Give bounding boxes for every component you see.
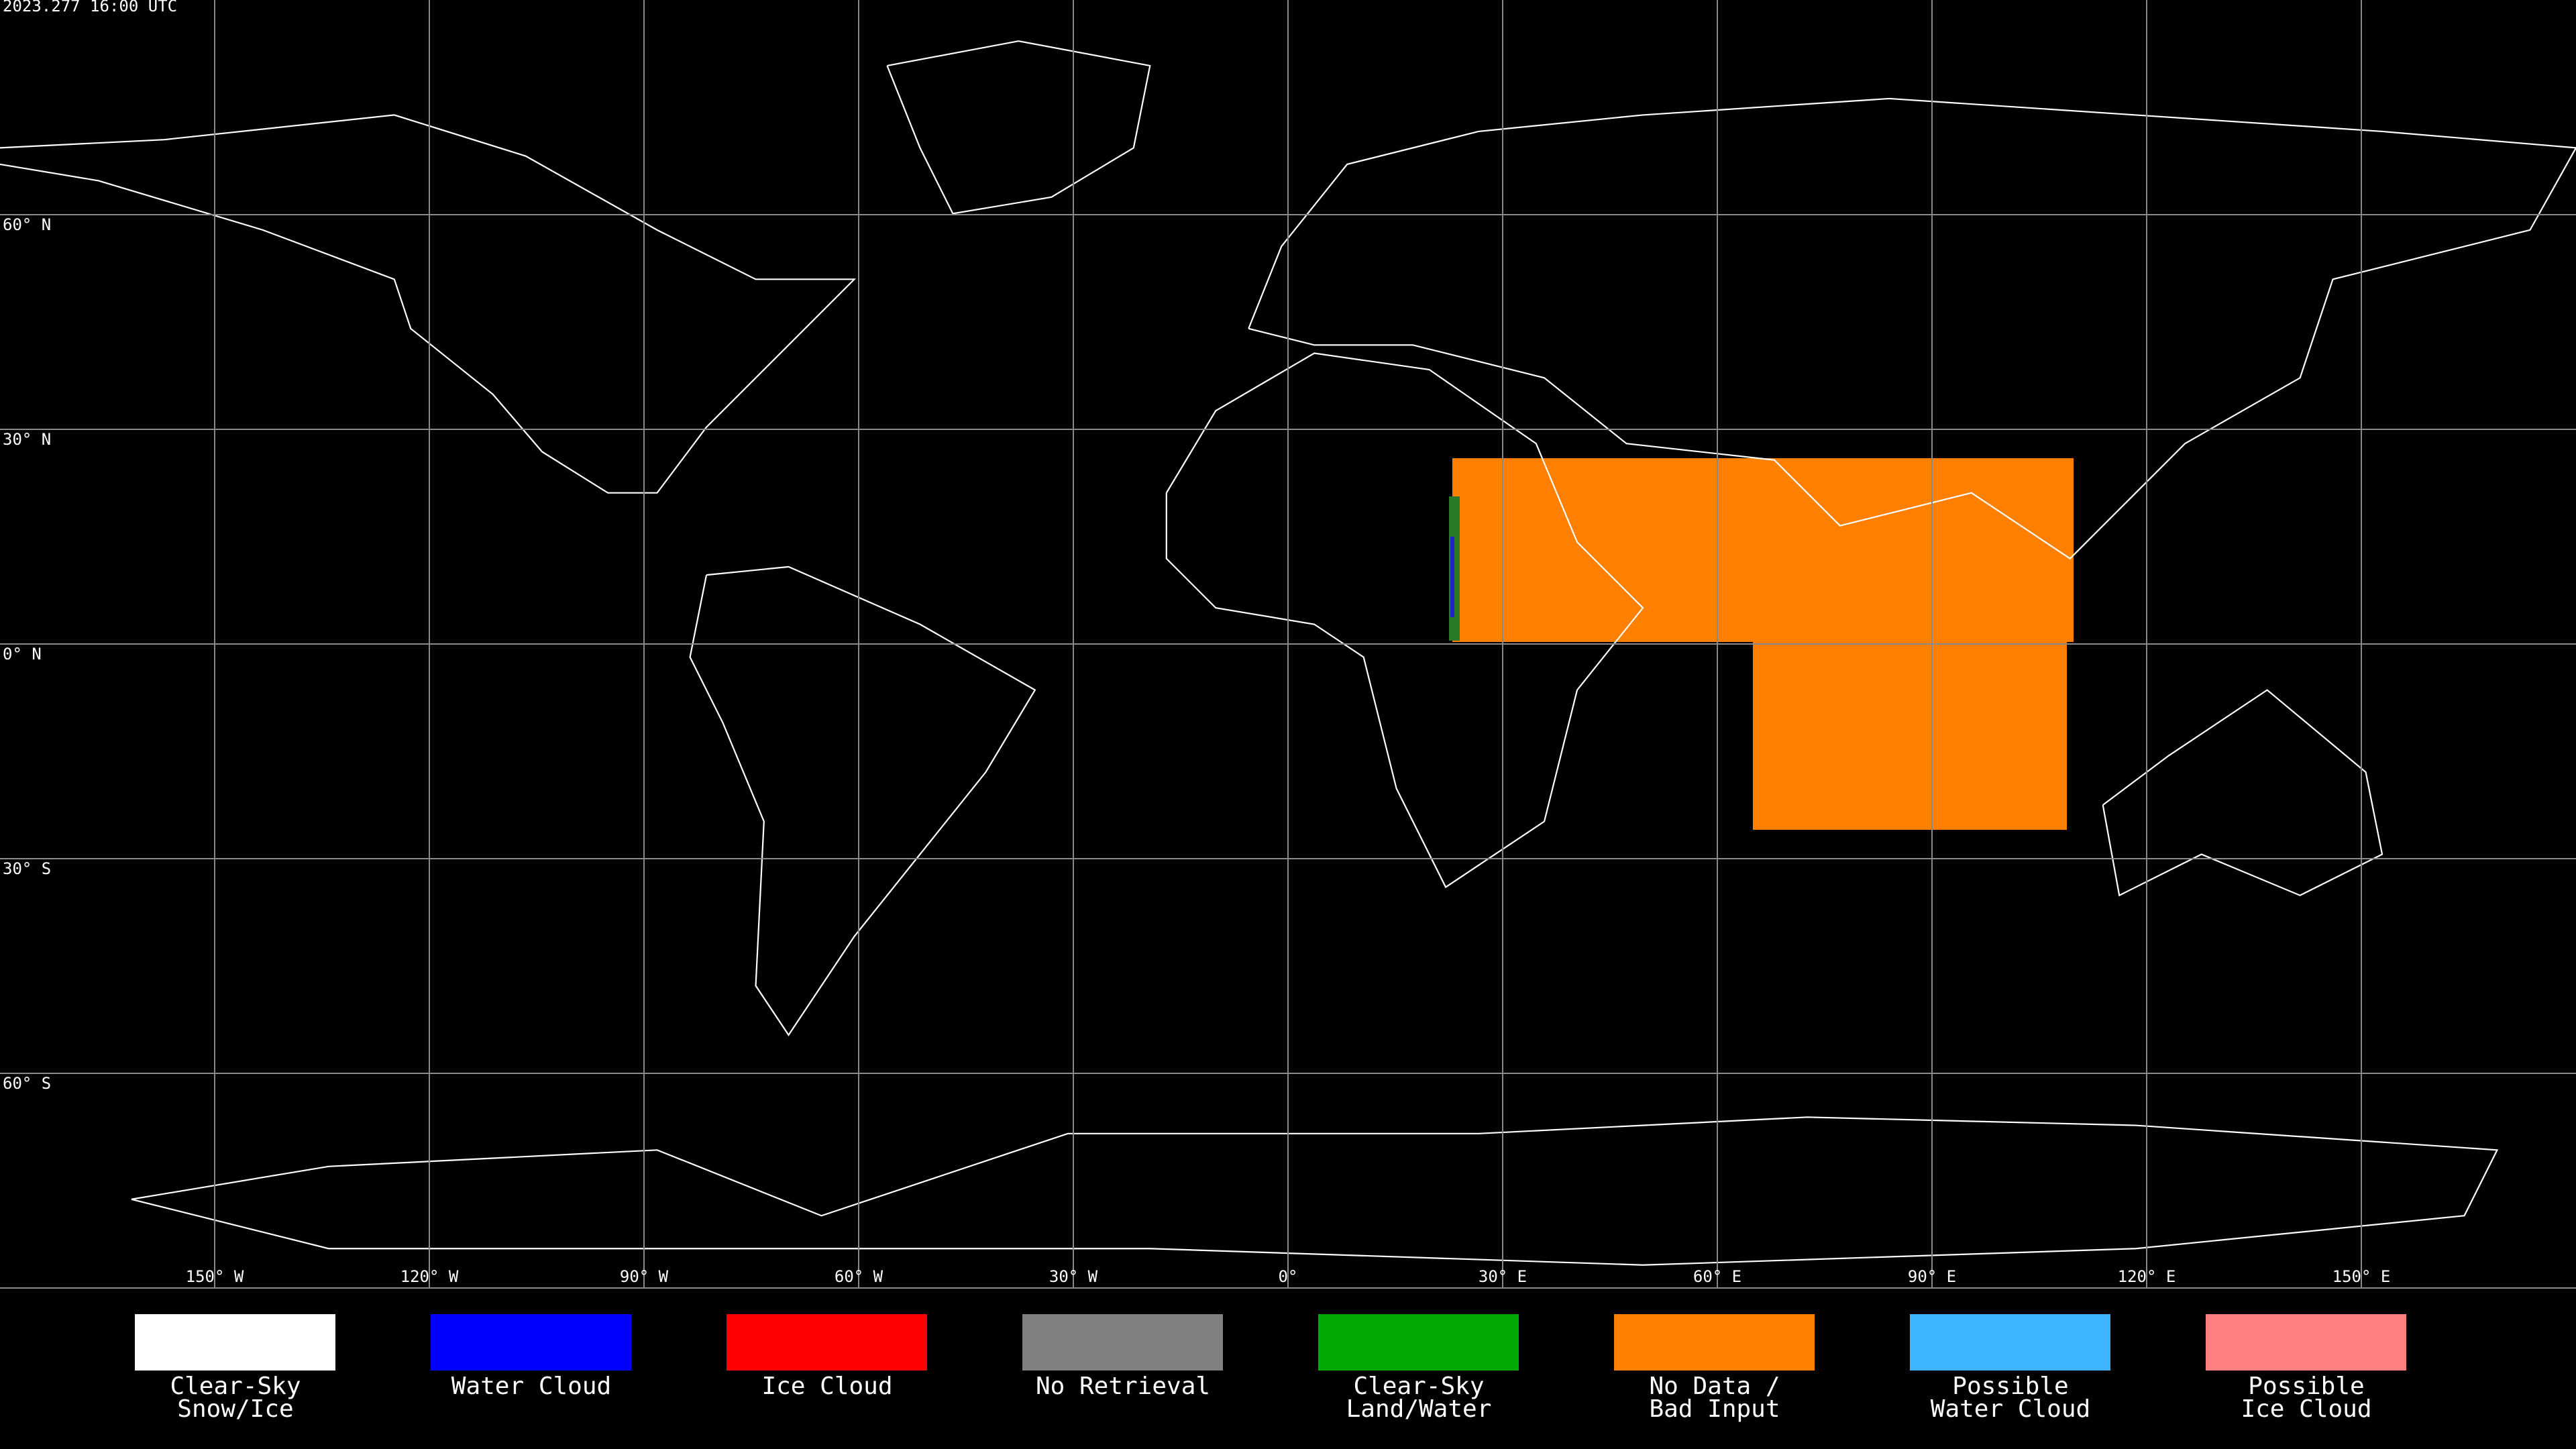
lon-label: 150° W <box>186 1267 244 1286</box>
legend-label: No Retrieval <box>1036 1373 1210 1400</box>
lat-label: 30° N <box>3 430 51 449</box>
lon-label: 150° E <box>2332 1267 2391 1286</box>
lat-label: 30° S <box>3 859 51 878</box>
lon-label: 120° E <box>2118 1267 2176 1286</box>
legend-swatch <box>1318 1314 1519 1371</box>
lon-label: 60° W <box>835 1267 883 1286</box>
legend-label: Ice Cloud <box>761 1373 892 1400</box>
legend-label: No Data / <box>1649 1373 1780 1400</box>
legend-label: Land/Water <box>1346 1395 1492 1423</box>
lon-label: 0° <box>1279 1267 1298 1286</box>
legend-swatch <box>1614 1314 1815 1371</box>
lon-label: 30° E <box>1479 1267 1527 1286</box>
graticule: 150° W 120° W 90° W 60° W 30° W 0° 30° E 60° E 9… <box>0 0 2576 1289</box>
legend-label: Clear-Sky <box>1353 1373 1484 1400</box>
legend-swatch <box>135 1314 335 1371</box>
lon-label: 120° W <box>400 1267 459 1286</box>
legend-label: Water Cloud <box>1931 1395 2090 1423</box>
lat-label: 0° N <box>3 645 42 663</box>
legend-label: Ice Cloud <box>2241 1395 2371 1423</box>
legend-swatch <box>2206 1314 2406 1371</box>
legend-label: Snow/Ice <box>177 1395 293 1423</box>
legend-label: Possible <box>1952 1373 2068 1400</box>
lon-label: 30° W <box>1049 1267 1098 1286</box>
lon-label: 90° W <box>620 1267 669 1286</box>
legend-label: Clear-Sky <box>170 1373 301 1400</box>
lon-label: 60° E <box>1693 1267 1741 1286</box>
legend-label: Water Cloud <box>451 1373 611 1400</box>
lat-label: 60° S <box>3 1074 51 1093</box>
legend-label: Bad Input <box>1649 1395 1780 1423</box>
timestamp: 2023.277 16:00 UTC <box>3 0 177 15</box>
legend-swatch <box>431 1314 631 1371</box>
legend-label: Possible <box>2248 1373 2364 1400</box>
lat-label: 60° N <box>3 215 51 234</box>
legend-swatch <box>1910 1314 2110 1371</box>
lon-label: 90° E <box>1908 1267 1956 1286</box>
edge-retrieval <box>1450 537 1454 617</box>
legend-swatch <box>1022 1314 1223 1371</box>
legend-swatch <box>727 1314 927 1371</box>
coastlines <box>0 41 2576 1265</box>
